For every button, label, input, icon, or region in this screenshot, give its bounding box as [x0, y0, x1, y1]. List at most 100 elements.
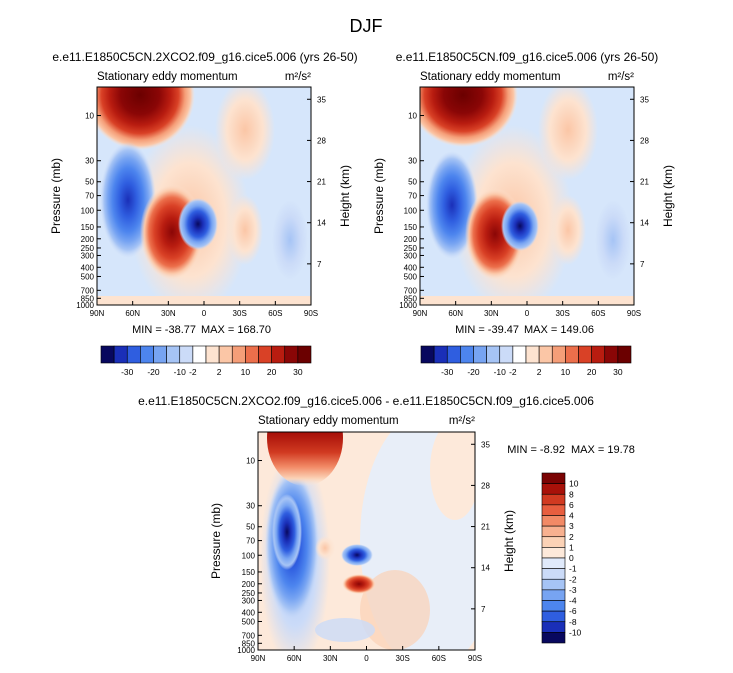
panel-left-ytick-label: 700: [81, 286, 95, 295]
panel-right-colorbar-swatch: [591, 345, 606, 364]
panel-right-max: MAX = 149.06: [524, 324, 594, 336]
panel-diff-colorbar-label: 8: [569, 489, 574, 499]
panel-diff-y2tick-label: 35: [481, 440, 490, 449]
panel-left-colorbar-swatch: [231, 345, 246, 364]
panel-diff-subtitle: Stationary eddy momentum: [258, 415, 399, 427]
figure-title: DJF: [350, 16, 383, 36]
panel-diff-colorbar-label: 4: [569, 511, 574, 521]
panel-right-colorbar: -30 -20 -10 -2 2 10 20 30: [420, 345, 632, 377]
panel-diff-y2label: Height (km): [502, 510, 516, 572]
panel-left-colorbar-label: 30: [293, 367, 303, 377]
panel-diff-colorbar-swatch: [541, 547, 566, 559]
panel-diff-ytick-label: 1000: [237, 646, 255, 655]
panel-diff-colorbar-label: -4: [569, 596, 577, 606]
panel-diff-title: e.e11.E1850C5CN.2XCO2.f09_g16.cice5.006 …: [138, 394, 594, 408]
panel-left-xtick-label: 0: [202, 309, 207, 318]
panel-right-y2label: Height (km): [661, 165, 675, 227]
panel-left-colorbar-swatch: [140, 345, 154, 364]
panel-right-xtick-label: 0: [525, 309, 530, 318]
panel-left-colorbar-label: 2: [217, 367, 222, 377]
panel-right-ytick-label: 300: [404, 251, 418, 260]
panel-left-colorbar-swatch: [258, 345, 272, 364]
panel-right-y2tick-label: 35: [640, 95, 649, 104]
panel-diff-y2tick-label: 7: [481, 605, 486, 614]
panel-diff-y2tick-label: 14: [481, 564, 490, 573]
panel-diff-ytick-label: 10: [246, 457, 255, 466]
panel-left-y2tick-label: 35: [317, 95, 326, 104]
panel-left-xtick-label: 90S: [304, 309, 318, 318]
panel-right-subtitle: Stationary eddy momentum: [420, 71, 561, 83]
panel-diff-ytick-label: 30: [246, 502, 255, 511]
panel-right-field: [420, 87, 634, 305]
panel-left-colorbar-label: 10: [241, 367, 251, 377]
panel-right-xtick-label: 90N: [413, 309, 428, 318]
panel-diff-colorbar-swatch: [541, 610, 566, 623]
panel-diff-colorbar-swatch: [541, 515, 566, 527]
panel-diff-ytick-label: 50: [246, 523, 255, 532]
panel-diff-ytick-label: 250: [242, 589, 256, 598]
panel-right-colorbar-swatch: [473, 345, 487, 364]
panel-right-colorbar-swatch: [499, 345, 514, 364]
panel-right-ytick-label: 850: [404, 294, 418, 303]
panel-diff-colorbar-swatch: [541, 536, 566, 548]
panel-diff-xtick-label: 30N: [323, 654, 338, 663]
panel-diff-colorbar-label: -3: [569, 585, 577, 595]
panel-diff-xtick-label: 60S: [432, 654, 446, 663]
panel-left-ytick-label: 500: [81, 272, 95, 281]
panel-right-colorbar-swatch: [433, 345, 448, 364]
panel-right-ytick-label: 30: [408, 157, 417, 166]
panel-left-xtick-label: 60N: [125, 309, 140, 318]
panel-diff-ytick-label: 850: [242, 639, 256, 648]
panel-diff-colorbar-label: 3: [569, 521, 574, 531]
panel-diff-xtick-label: 30S: [396, 654, 410, 663]
panel-diff-colorbar-label: -8: [569, 617, 577, 627]
panel-diff-colorbar-swatch: [541, 568, 566, 580]
panel-right-colorbar-swatch: [617, 345, 632, 364]
panel-right-colorbar-swatch: [538, 345, 553, 364]
panel-left-colorbar-label: -10: [174, 367, 187, 377]
panel-diff-ytick-label: 700: [242, 631, 256, 640]
panel-left-colorbar-label: -2: [189, 367, 197, 377]
panel-left-colorbar-swatch: [297, 345, 312, 364]
panel-left-y2tick-label: 28: [317, 136, 326, 145]
panel-left-title: e.e11.E1850C5CN.2XCO2.f09_g16.cice5.006 …: [52, 50, 357, 64]
panel-right-ytick-label: 150: [404, 223, 418, 232]
panel-right-xtick-label: 60S: [591, 309, 605, 318]
panel-left-ytick-label: 100: [81, 206, 95, 215]
panel-diff: e.e11.E1850C5CN.2XCO2.f09_g16.cice5.006 …: [138, 394, 635, 663]
panel-left-subtitle: Stationary eddy momentum: [97, 71, 238, 83]
panel-diff-xtick-label: 90S: [468, 654, 482, 663]
panel-diff-ytick-label: 500: [242, 617, 256, 626]
panel-diff-colorbar-label: -2: [569, 574, 577, 584]
panel-diff-colorbar-swatch: [541, 525, 566, 538]
panel-right-colorbar-swatch: [578, 345, 592, 364]
panel-left: e.e11.E1850C5CN.2XCO2.f09_g16.cice5.006 …: [49, 50, 358, 377]
panel-right-ytick-label: 50: [408, 178, 417, 187]
panel-right-xtick-label: 30N: [484, 309, 499, 318]
panel-right-ylabel: Pressure (mb): [372, 158, 386, 234]
panel-diff-xtick-label: 60N: [287, 654, 302, 663]
panel-diff-colorbar-swatch: [541, 621, 566, 633]
panel-right-colorbar-swatch: [460, 345, 474, 364]
panel-diff-y2tick-label: 21: [481, 523, 490, 532]
panel-right-colorbar-label: -10: [494, 367, 507, 377]
panel-left-xtick-label: 30N: [161, 309, 176, 318]
panel-diff-colorbar-label: 0: [569, 553, 574, 563]
panel-left-colorbar-swatch: [166, 345, 181, 364]
panel-right-colorbar-swatch: [486, 345, 501, 364]
panel-left-xtick-label: 90N: [90, 309, 105, 318]
panel-right: e.e11.E1850C5CN.f09_g16.cice5.006 (yrs 2…: [372, 50, 675, 377]
panel-right-colorbar-swatch: [604, 345, 619, 364]
panel-diff-colorbar-label: -10: [569, 627, 582, 637]
panel-left-ytick-label: 200: [81, 235, 95, 244]
panel-left-y2label: Height (km): [338, 165, 352, 227]
panel-left-colorbar-swatch: [100, 345, 115, 364]
panel-diff-max: MAX = 19.78: [571, 444, 635, 456]
panel-left-ytick-label: 300: [81, 251, 95, 260]
panel-left-ytick-label: 250: [81, 244, 95, 253]
panel-left-y2tick-label: 7: [317, 260, 322, 269]
panel-right-y2tick-label: 14: [640, 219, 649, 228]
panel-right-colorbar-swatch: [565, 345, 579, 364]
panel-right-colorbar-swatch: [512, 345, 527, 364]
panel-left-colorbar-swatch: [271, 345, 286, 364]
